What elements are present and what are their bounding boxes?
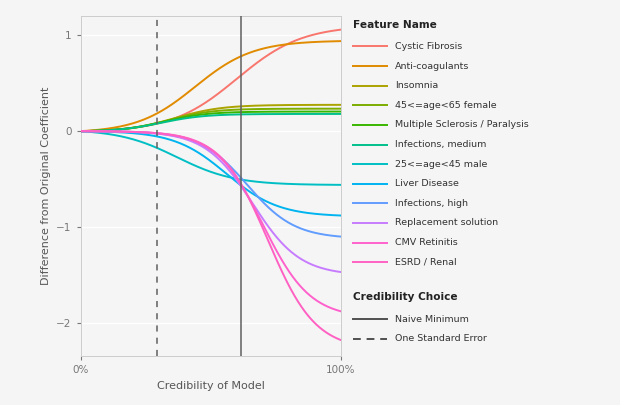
Text: Infections, high: Infections, high: [395, 199, 468, 208]
Text: Cystic Fibrosis: Cystic Fibrosis: [395, 42, 463, 51]
Text: Insomnia: Insomnia: [395, 81, 438, 90]
Text: Feature Name: Feature Name: [353, 20, 437, 30]
Text: 25<=age<45 male: 25<=age<45 male: [395, 160, 487, 168]
Text: CMV Retinitis: CMV Retinitis: [395, 238, 458, 247]
Text: 45<=age<65 female: 45<=age<65 female: [395, 101, 497, 110]
Text: One Standard Error: One Standard Error: [395, 334, 487, 343]
Text: Credibility Choice: Credibility Choice: [353, 292, 458, 303]
X-axis label: Credibility of Model: Credibility of Model: [157, 381, 265, 391]
Text: Naive Minimum: Naive Minimum: [395, 315, 469, 324]
Text: ESRD / Renal: ESRD / Renal: [395, 258, 457, 266]
Text: Anti-coagulants: Anti-coagulants: [395, 62, 469, 70]
Text: Infections, medium: Infections, medium: [395, 140, 487, 149]
Text: Multiple Sclerosis / Paralysis: Multiple Sclerosis / Paralysis: [395, 120, 529, 130]
Y-axis label: Difference from Original Coefficient: Difference from Original Coefficient: [41, 87, 51, 286]
Text: Replacement solution: Replacement solution: [395, 218, 498, 228]
Text: Liver Disease: Liver Disease: [395, 179, 459, 188]
